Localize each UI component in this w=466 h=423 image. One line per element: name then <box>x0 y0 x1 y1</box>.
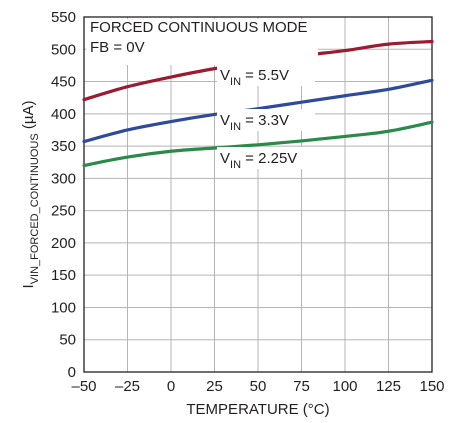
series-label-rest: = 2.25V <box>241 150 297 167</box>
y-tick-label: 0 <box>68 364 76 381</box>
series-label-rest: = 5.5V <box>241 67 289 84</box>
x-axis-title: TEMPERATURE (°C) <box>186 401 329 418</box>
plot-frame <box>83 16 433 373</box>
y-tick-label: 450 <box>51 74 76 91</box>
y-tick-label: 300 <box>51 170 76 187</box>
y-axis-title-sub: VIN_FORCED_CONTINUOUS <box>29 133 41 284</box>
annotation-background <box>86 19 318 65</box>
x-tick-label: 150 <box>419 378 444 395</box>
x-tick-label: 100 <box>332 378 357 395</box>
series-label-rest: = 3.3V <box>241 112 289 129</box>
y-tick-label: 500 <box>51 41 76 58</box>
y-axis-title: IVIN_FORCED_CONTINUOUS (µA) <box>20 101 41 289</box>
x-tick-label: –25 <box>115 378 140 395</box>
x-tick-label: 125 <box>376 378 401 395</box>
series-label: VIN = 5.5V <box>220 67 289 88</box>
series-label-sub: IN <box>230 121 241 133</box>
x-tick-label: 75 <box>293 378 310 395</box>
y-tick-label: 400 <box>51 106 76 123</box>
x-tick-label: –50 <box>71 378 96 395</box>
y-tick-label: 150 <box>51 267 76 284</box>
series-label-background <box>217 147 327 169</box>
series-label-main: V <box>220 112 230 129</box>
y-tick-label: 200 <box>51 235 76 252</box>
y-tick-label: 100 <box>51 299 76 316</box>
series-label: VIN = 2.25V <box>220 150 297 171</box>
series-label: VIN = 3.3V <box>220 112 289 133</box>
x-tick-label: 25 <box>206 378 223 395</box>
y-tick-label: 350 <box>51 138 76 155</box>
series-line <box>82 78 434 144</box>
series-label-main: V <box>220 67 230 84</box>
series-label-main: V <box>220 150 230 167</box>
x-tick-label: 0 <box>167 378 175 395</box>
series-label-sub: IN <box>230 76 241 88</box>
series-label-background <box>217 109 315 131</box>
y-tick-label: 250 <box>51 203 76 220</box>
y-axis-title-main: I <box>20 284 37 288</box>
y-axis-title-unit: (µA) <box>20 101 37 134</box>
tick-labels: –50 –25 0 25 50 75 100 125 150 0 50 100 150 200 250 300… <box>51 9 445 395</box>
series-label-background <box>217 64 315 86</box>
y-tick-label: 50 <box>59 332 76 349</box>
annotation-fb: FB = 0V <box>90 39 145 56</box>
x-tick-label: 50 <box>250 378 267 395</box>
y-tick-label: 550 <box>51 9 76 26</box>
series-line <box>82 120 434 168</box>
series-label-sub: IN <box>230 159 241 171</box>
annotation-mode: FORCED CONTINUOUS MODE <box>90 19 308 36</box>
